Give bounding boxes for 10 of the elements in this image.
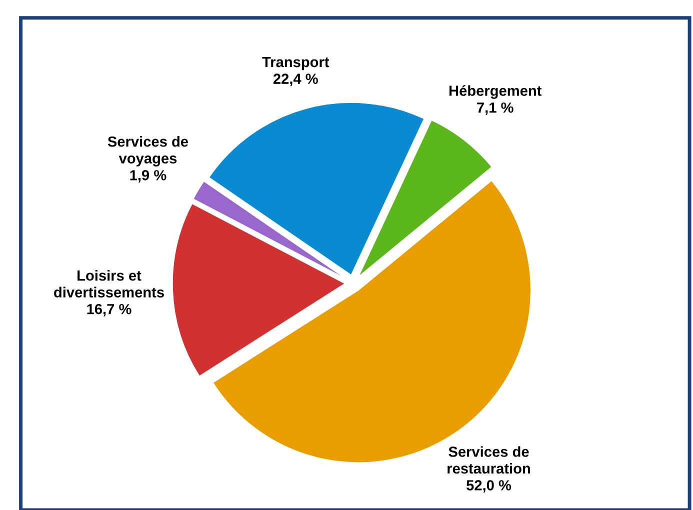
data-label: 16,7 % [87, 304, 132, 316]
slice-label: Transport [262, 57, 330, 70]
slice-label: Services de restauration [448, 446, 530, 474]
slice-label: Loisirs et divertissements [54, 270, 164, 298]
data-label: 7,1 % [477, 102, 514, 115]
slice-label: Services de voyages [108, 136, 188, 166]
data-label: 22,4 % [273, 74, 318, 86]
data-label: 52,0 % [466, 480, 512, 493]
slice-label: Hébergement [449, 85, 542, 99]
data-label: 1,9 % [130, 170, 166, 182]
